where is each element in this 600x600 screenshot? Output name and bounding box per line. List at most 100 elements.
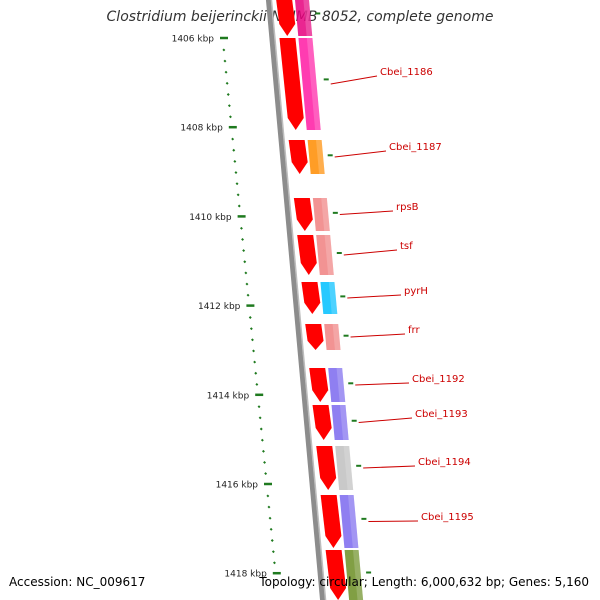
topology-text: Topology: circular; Length: 6,000,632 bp… [259,575,589,589]
ruler-tick-label: 1414 kbp [207,391,250,401]
ruler-minor-tick [241,237,245,241]
gene-bar-shine [336,368,346,402]
ruler-minor-tick [269,527,273,531]
label-leader-line [363,465,416,469]
gene-inner-bar [316,235,334,275]
ruler-minor-tick [248,316,252,319]
gene-inner-bar [344,550,364,600]
gene-inner-bar [298,38,321,130]
ruler-minor-tick [266,494,270,498]
gene-bar-shine [352,550,364,600]
gene-feature[interactable] [288,140,333,174]
ruler-minor-tick [225,81,229,85]
ruler-minor-tick [227,104,231,108]
gene-feature[interactable] [301,282,346,314]
gene-bar-shine [348,495,359,548]
ruler-minor-tick [254,371,258,375]
gene-outer-arrow [301,282,321,314]
ruler-minor-tick [260,438,264,442]
gene-labels: Cbei_1186 Cbei_1187 rpsB tsf pyrH frr Cbei_119… [330,67,474,523]
ruler-minor-tick [228,115,232,119]
gene-label[interactable]: Cbei_1193 [415,409,468,420]
gene-outer-arrow [297,235,317,275]
accession-text: Accession: NC_009617 [9,575,146,589]
gene-feature[interactable] [279,38,329,130]
ruler-tick-label: 1412 kbp [198,302,241,312]
ruler-minor-tick [264,472,268,476]
gene-outer-arrow [288,140,308,174]
gene-bar-shine [339,405,349,440]
gene-feature[interactable] [276,0,321,36]
gene-feature[interactable] [312,405,357,440]
gene-label[interactable]: Cbei_1194 [418,457,471,468]
label-leader-line [355,382,410,386]
gene-outer-arrow [320,495,342,548]
gene-feature[interactable] [325,550,372,600]
gene-feature[interactable] [305,324,349,350]
gene-bar-shine [303,0,313,36]
gene-label[interactable]: pyrH [404,286,428,297]
ruler-minor-tick [237,204,241,208]
ruler-minor-tick [268,516,272,520]
gene-bar-shine [328,282,338,314]
backbone-line [265,0,326,600]
gene-bar-shine [324,235,334,275]
ruler-minor-tick [263,460,267,464]
gene-bar-shine [306,38,321,130]
ruler-minor-tick [259,427,263,431]
gene-outer-arrow [305,324,324,350]
gene-bar-shine [321,198,330,231]
gene-bar-shine [332,324,341,350]
gene-feature[interactable] [320,495,367,548]
ruler-tick-label: 1408 kbp [180,124,223,134]
gene-label[interactable]: Cbei_1192 [412,374,465,385]
genome-backbone [265,0,327,600]
ruler-minor-tick [258,416,262,420]
ruler-minor-tick [253,360,257,364]
ruler-minor-tick [233,159,237,163]
ruler-minor-tick [243,260,247,264]
ruler-minor-tick [242,249,246,253]
gene-feature[interactable] [316,446,362,490]
gene-outer-arrow [312,405,332,440]
gene-label[interactable]: Cbei_1195 [421,512,474,523]
label-leader-line [339,210,394,215]
gene-feature[interactable] [309,368,354,402]
ruler-minor-tick [239,226,243,230]
gene-label[interactable]: tsf [400,241,413,252]
ruler-minor-tick [257,405,261,409]
gene-inner-bar [312,198,330,231]
ruler-minor-tick [255,382,259,386]
label-leader-line [330,75,378,85]
ruler-minor-tick [223,59,227,63]
ruler-minor-tick [252,349,256,353]
gene-outer-arrow [293,198,313,231]
label-leader-line [347,294,402,299]
gene-feature[interactable] [297,235,342,275]
ruler-minor-tick [244,271,248,275]
label-leader-line [343,249,398,256]
label-leader-line [368,520,419,522]
gene-label[interactable]: frr [408,325,420,336]
ruler-minor-tick [245,282,249,286]
gene-bar-shine [343,446,354,490]
gene-inner-bar [320,282,338,314]
gene-feature[interactable] [293,198,338,231]
label-leader-line [358,417,413,423]
gene-label[interactable]: Cbei_1186 [380,67,433,78]
ruler-minor-tick [246,293,250,297]
ruler-minor-tick [222,48,226,52]
gene-label[interactable]: Cbei_1187 [389,142,442,153]
ruler-tick-label: 1416 kbp [216,481,259,491]
ruler-minor-tick [267,505,271,509]
gene-label[interactable]: rpsB [396,202,419,213]
gene-inner-bar [335,446,354,490]
gene-outer-arrow [325,550,347,600]
gene-inner-bar [331,405,349,440]
ruler-minor-tick [270,539,274,542]
ruler-minor-tick [232,148,236,152]
gene-outer-arrow [276,0,296,36]
gene-inner-bar [339,495,359,548]
ruler-tick-label: 1418 kbp [224,570,267,580]
